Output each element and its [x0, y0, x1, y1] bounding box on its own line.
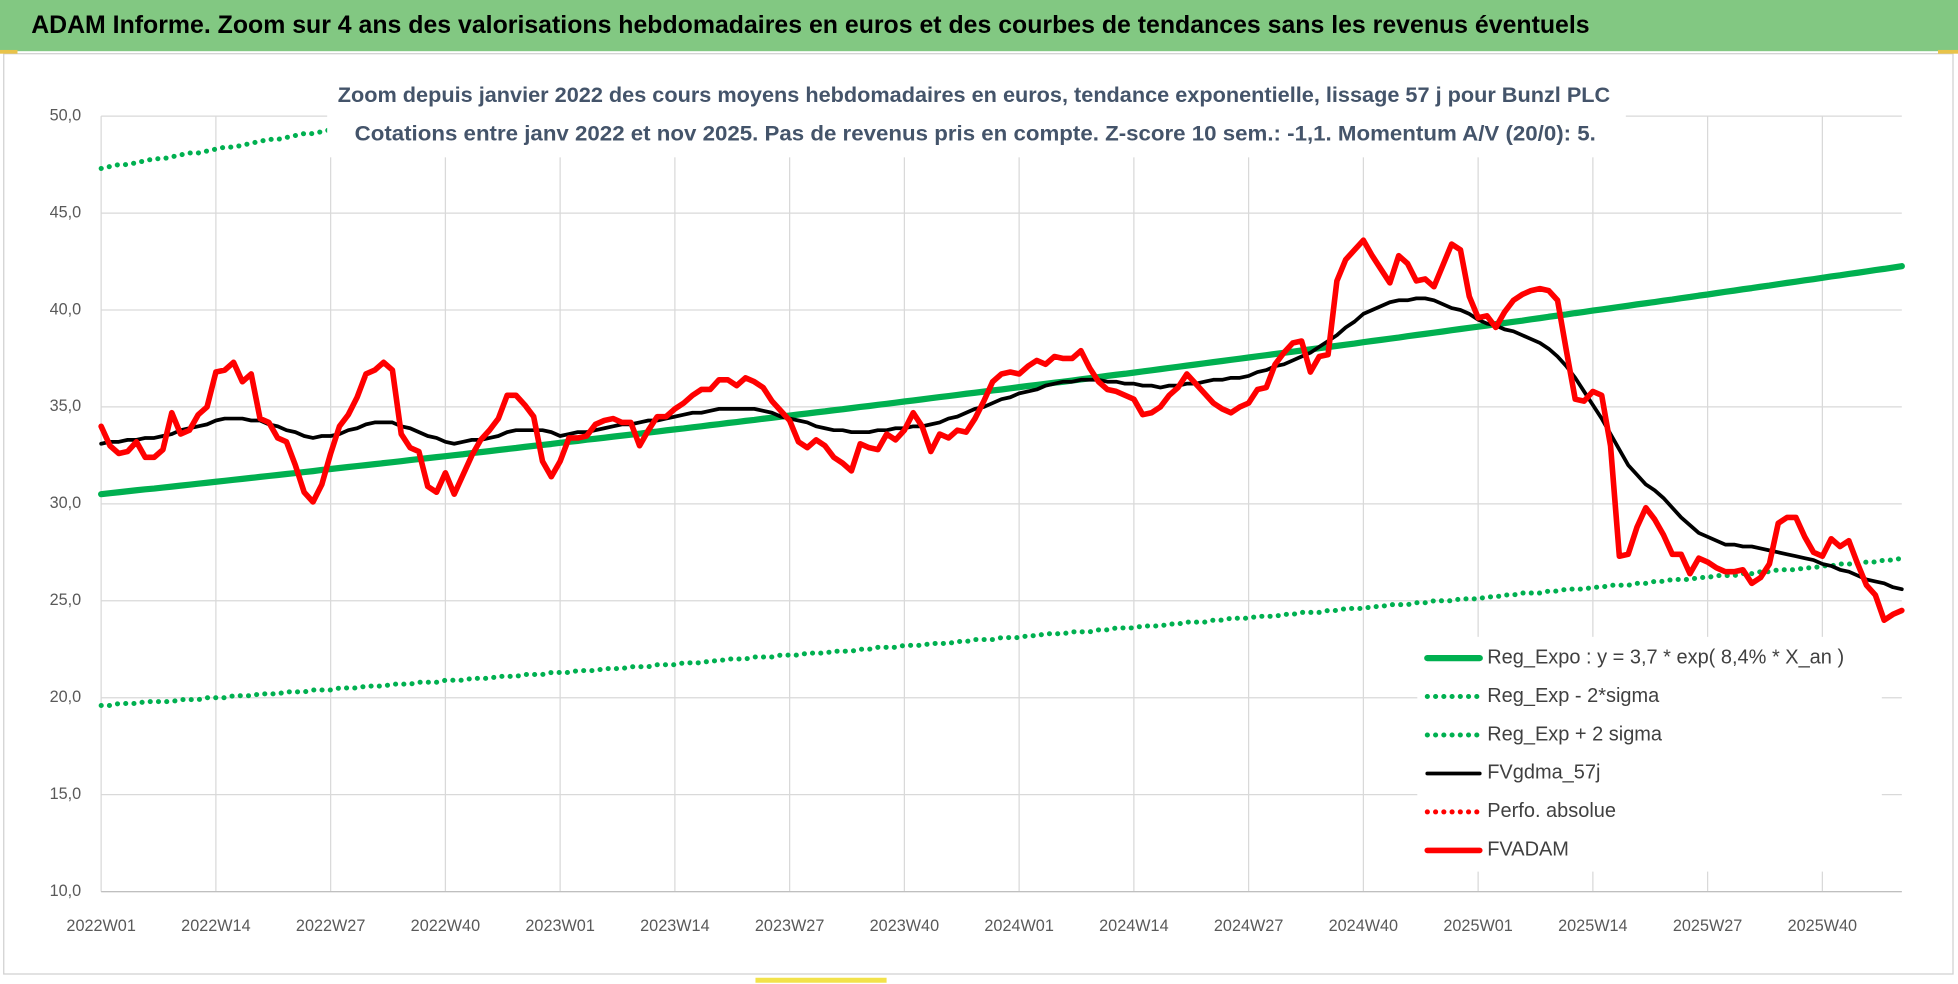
legend-label: FVgdma_57j	[1487, 762, 1600, 784]
legend-label: Reg_Exp - 2*sigma	[1487, 685, 1660, 707]
y-tick-label: 25,0	[50, 591, 82, 609]
legend-label: FVADAM	[1487, 839, 1569, 861]
series-line	[98, 555, 1905, 708]
axes: 10,0 15,0 20,0 25,0 30,0 35,0 40,0 45,0 50,0 2022…	[50, 106, 1902, 935]
x-tick-label: 2022W14	[181, 917, 250, 935]
chart-frame	[3, 53, 1954, 975]
x-tick-label: 2025W01	[1443, 917, 1512, 935]
bottom-mark	[755, 977, 887, 983]
subtitle-background	[327, 72, 1626, 158]
x-tick-label: 2025W14	[1558, 917, 1627, 935]
y-tick-label: 30,0	[50, 494, 82, 512]
y-tick-label: 50,0	[50, 106, 82, 124]
y-tick-label: 40,0	[50, 300, 82, 318]
series-line	[98, 263, 1905, 498]
x-tick-label: 2023W40	[870, 917, 939, 935]
x-tick-label: 2024W27	[1214, 917, 1283, 935]
subtitle: Cotations entre janv 2022 et nov 2025. P…	[355, 122, 1596, 145]
x-tick-label: 2022W01	[66, 917, 135, 935]
x-tick-label: 2023W01	[525, 917, 594, 935]
chart-title: ADAM Informe. Zoom sur 4 ans des valoris…	[31, 11, 1589, 39]
y-tick-label: 10,0	[50, 882, 82, 900]
x-tick-label: 2025W27	[1673, 917, 1742, 935]
x-tick-label: 2024W40	[1329, 917, 1398, 935]
title-bar	[0, 0, 1958, 52]
y-tick-label: 35,0	[50, 397, 82, 415]
corner-mark	[1938, 49, 1958, 54]
x-tick-label: 2023W14	[640, 917, 709, 935]
legend-label: Reg_Expo : y = 3,7 * exp( 8,4% * X_an )	[1487, 646, 1844, 668]
y-tick-label: 20,0	[50, 688, 82, 706]
x-tick-label: 2023W27	[755, 917, 824, 935]
x-tick-label: 2024W14	[1099, 917, 1168, 935]
x-tick-label: 2024W01	[984, 917, 1053, 935]
legend-background	[1417, 636, 1882, 872]
y-tick-label: 45,0	[50, 203, 82, 221]
legend-label: Perfo. absolue	[1487, 800, 1616, 822]
y-tick-label: 15,0	[50, 785, 82, 803]
subtitle: Zoom depuis janvier 2022 des cours moyen…	[338, 84, 1610, 107]
x-tick-label: 2022W40	[411, 917, 480, 935]
x-tick-label: 2022W27	[296, 917, 365, 935]
series-line	[98, 237, 1905, 623]
corner-mark	[0, 49, 18, 54]
legend: Reg_Expo : y = 3,7 * exp( 8,4% * X_an ) R…	[1417, 636, 1882, 872]
legend-label: Reg_Exp + 2 sigma	[1487, 723, 1663, 745]
x-tick-label: 2025W40	[1788, 917, 1857, 935]
